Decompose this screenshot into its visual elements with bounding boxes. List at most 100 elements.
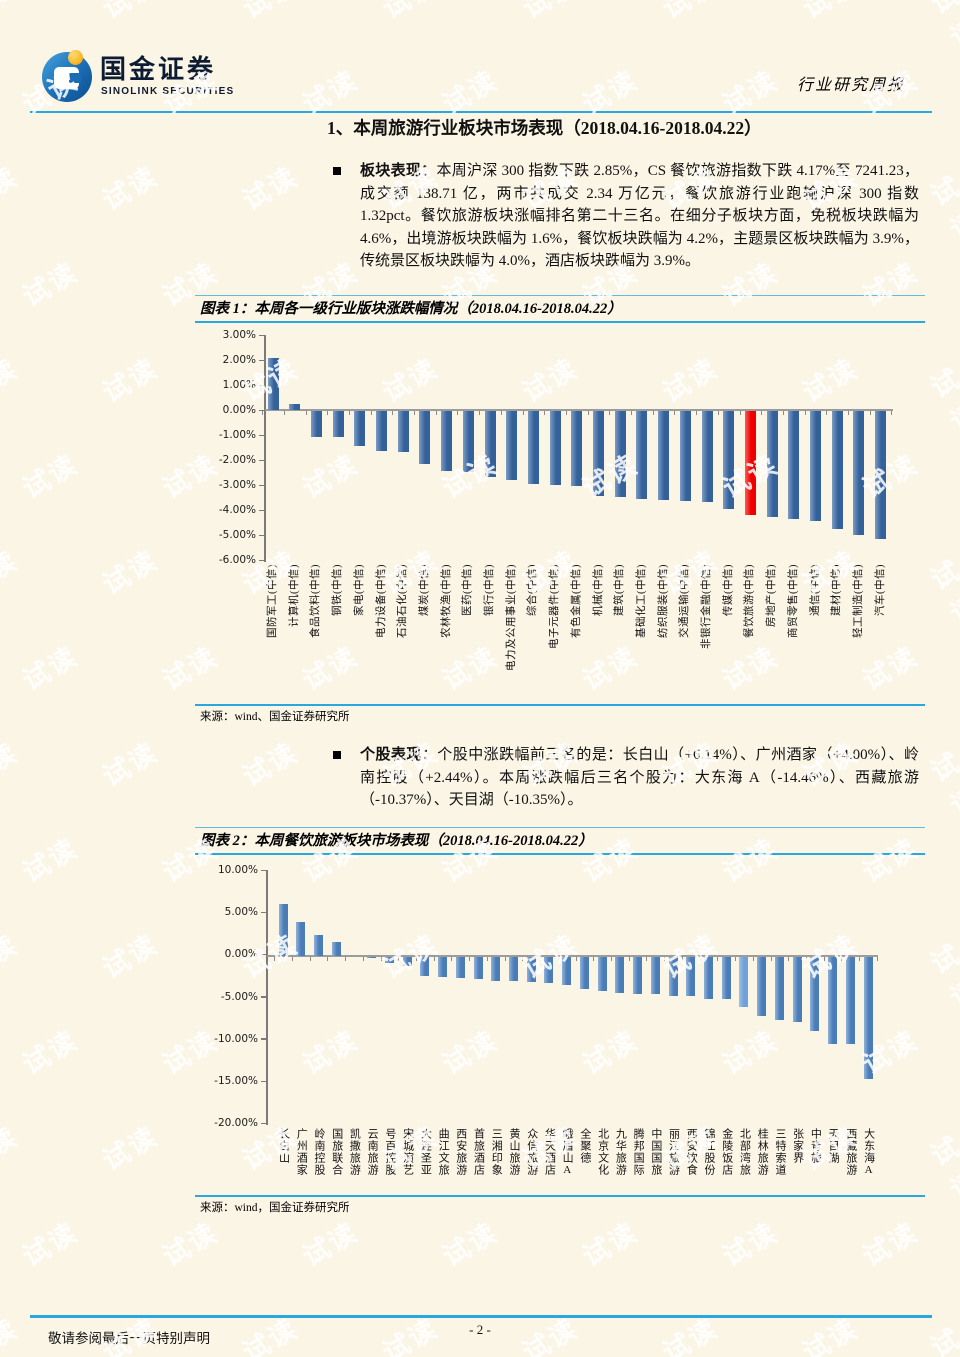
bar-汽车(中信) bbox=[875, 411, 887, 539]
figure1-caption-rule bbox=[195, 321, 925, 323]
x-tick-mark bbox=[500, 411, 502, 415]
x-tick-mark bbox=[274, 956, 276, 961]
logo-orange-dot-icon bbox=[68, 50, 83, 65]
bar-机械(中信) bbox=[593, 411, 604, 496]
trial-watermark: 试读 bbox=[0, 737, 23, 793]
trial-watermark: 试读 bbox=[0, 929, 23, 985]
trial-watermark: 试读 bbox=[794, 0, 864, 26]
category-label-家电(中信): 家电(中信) bbox=[353, 564, 365, 616]
x-tick-mark bbox=[826, 411, 828, 415]
y-tick-mark bbox=[261, 1080, 267, 1082]
trial-watermark: 试读 bbox=[17, 1217, 83, 1273]
bar-石油石化(中信) bbox=[397, 411, 409, 453]
trial-watermark: 试读 bbox=[0, 161, 23, 217]
bar-电子元器件(中信) bbox=[549, 411, 561, 485]
trial-watermark: 试读 bbox=[17, 257, 83, 313]
bullet-square-icon bbox=[333, 167, 341, 175]
bar-华天酒店 bbox=[544, 956, 554, 984]
bar-国防军工(中信) bbox=[267, 357, 279, 410]
trial-watermark: 试读 bbox=[0, 353, 23, 409]
bar-国旅联合 bbox=[331, 942, 341, 956]
figure2-source: 来源：wind，国金证券研究所 bbox=[200, 1202, 350, 1214]
category-label-石油石化(中信): 石油石化(中信) bbox=[397, 564, 409, 638]
tourism-stocks-bar-chart: 10.00% 5.00% 0.00% -5.00% -10.00% -15.00% -20.… bbox=[195, 860, 925, 1194]
x-tick-mark bbox=[522, 411, 524, 415]
trial-watermark: 试读 bbox=[234, 0, 304, 26]
bar-电力设备(中信) bbox=[376, 411, 387, 451]
y-tick-label: 5.00% bbox=[224, 906, 258, 919]
y-tick-label: -1.00% bbox=[218, 429, 256, 441]
category-label-国防军工(中信): 国防军工(中信) bbox=[267, 564, 278, 638]
bar-西安旅游 bbox=[455, 956, 465, 978]
category-label-首旅酒店: 首旅酒店 bbox=[472, 1128, 485, 1176]
x-tick-mark bbox=[646, 956, 648, 961]
category-label-机械(中信): 机械(中信) bbox=[592, 564, 604, 616]
trial-watermark: 试读 bbox=[926, 0, 960, 54]
category-label-房地产(中信): 房地产(中信) bbox=[766, 564, 778, 627]
x-tick-mark bbox=[327, 411, 329, 415]
category-label-众信旅游: 众信旅游 bbox=[525, 1128, 538, 1176]
trial-watermark: 试读 bbox=[925, 747, 960, 822]
category-label-通信(中信): 通信(中信) bbox=[809, 564, 821, 616]
trial-watermark: 试读 bbox=[97, 929, 163, 985]
category-label-国旅联合: 国旅联合 bbox=[330, 1128, 343, 1176]
bar-有色金属(中信) bbox=[571, 411, 583, 486]
category-label-九华旅游: 九华旅游 bbox=[614, 1128, 627, 1176]
bar-金陵饭店 bbox=[721, 956, 731, 1000]
bar-长白山 bbox=[278, 903, 288, 956]
category-label-煤炭(中信): 煤炭(中信) bbox=[418, 564, 430, 616]
bar-农林牧渔(中信) bbox=[441, 411, 453, 471]
y-tick-mark bbox=[259, 459, 265, 461]
x-tick-mark bbox=[370, 411, 372, 415]
x-tick-mark bbox=[609, 411, 611, 415]
x-tick-mark bbox=[433, 956, 435, 961]
category-label-钢铁(中信): 钢铁(中信) bbox=[332, 564, 344, 616]
category-label-建筑(中信): 建筑(中信) bbox=[614, 564, 626, 616]
trial-watermark: 试读 bbox=[237, 161, 303, 217]
trial-watermark: 试读 bbox=[0, 545, 23, 601]
bar-宋城演艺 bbox=[402, 956, 412, 966]
category-label-金陵饭店: 金陵饭店 bbox=[720, 1128, 733, 1176]
category-label-岭南控股: 岭南控股 bbox=[312, 1128, 325, 1176]
x-tick-mark bbox=[652, 411, 654, 415]
category-label-三特索道: 三特索道 bbox=[773, 1128, 786, 1176]
y-tick-label: -15.00% bbox=[214, 1075, 258, 1087]
category-label-广州酒家: 广州酒家 bbox=[295, 1128, 308, 1176]
y-tick-mark bbox=[259, 534, 265, 536]
bar-广州酒家 bbox=[296, 921, 306, 956]
y-tick-mark bbox=[259, 334, 265, 336]
figure1-top-rule bbox=[195, 295, 925, 296]
x-tick-mark bbox=[717, 411, 719, 415]
y-tick-mark bbox=[261, 911, 267, 914]
x-tick-mark bbox=[611, 956, 612, 961]
x-tick-mark bbox=[544, 411, 546, 415]
bar-基础化工(中信) bbox=[636, 411, 648, 499]
category-label-医药(中信): 医药(中信) bbox=[462, 564, 474, 616]
category-label-建材(中信): 建材(中信) bbox=[831, 564, 843, 616]
y-tick-label: 0.00% bbox=[222, 404, 256, 416]
y-tick-mark bbox=[259, 384, 265, 386]
x-tick-mark bbox=[841, 956, 843, 961]
bar-交通运输(中信) bbox=[679, 411, 691, 501]
bar-钢铁(中信) bbox=[332, 411, 344, 438]
y-tick-mark bbox=[259, 434, 265, 436]
x-tick-mark bbox=[587, 411, 589, 415]
x-tick-mark bbox=[770, 956, 772, 961]
bar-三湘印象 bbox=[491, 956, 501, 982]
x-tick-mark bbox=[681, 956, 683, 961]
bar-非银行金融(中信) bbox=[701, 411, 713, 503]
trial-watermark: 试读 bbox=[97, 353, 163, 409]
x-tick-mark bbox=[345, 956, 347, 961]
figure1-caption: 图表 1：本周各一级行业版块涨跌幅情况（2018.04.16-2018.04.2… bbox=[200, 301, 622, 317]
x-tick-mark bbox=[305, 411, 307, 415]
category-label-综合(中信): 综合(中信) bbox=[527, 564, 539, 616]
bar-丽江旅游 bbox=[668, 956, 678, 996]
trial-watermark: 试读 bbox=[17, 833, 83, 889]
x-tick-mark bbox=[823, 956, 825, 961]
y-axis-line bbox=[264, 335, 266, 562]
trial-watermark: 试读 bbox=[94, 0, 164, 26]
trial-watermark: 试读 bbox=[97, 1121, 163, 1177]
category-label-曲江文旅: 曲江文旅 bbox=[437, 1128, 450, 1176]
figure1-source: 来源：wind、国金证券研究所 bbox=[200, 711, 350, 723]
x-tick-mark bbox=[557, 956, 559, 961]
